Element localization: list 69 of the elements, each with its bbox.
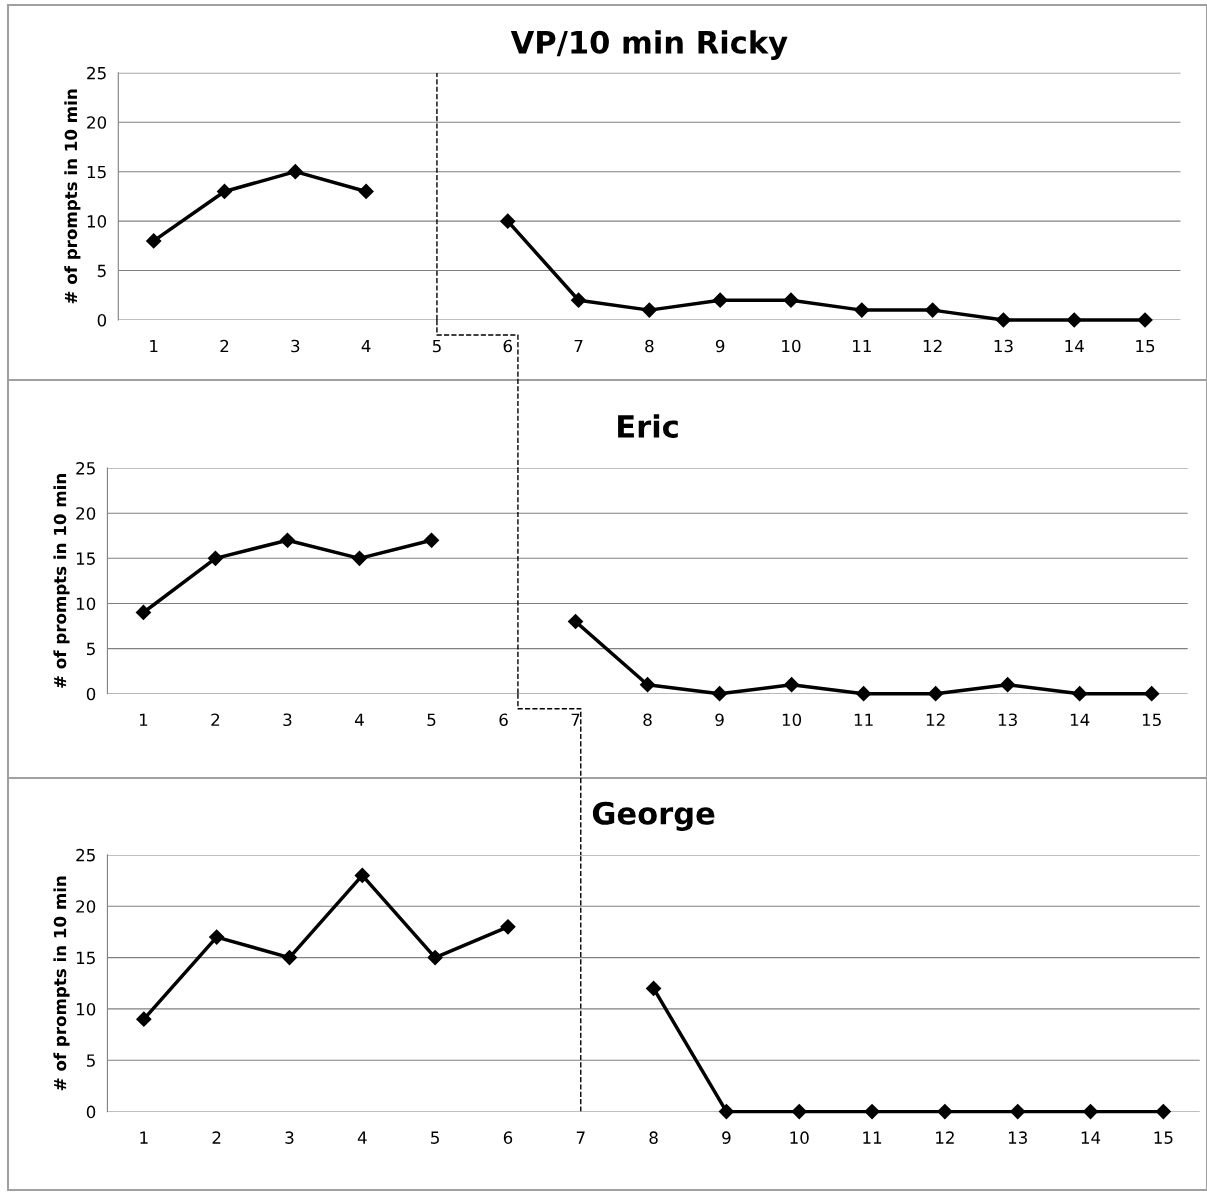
x-tick-label: 10: [782, 713, 802, 727]
x-tick-label: 2: [212, 1131, 221, 1144]
y-tick-label: 25: [76, 848, 95, 862]
x-tick-label: 1: [150, 339, 158, 353]
x-tick-label: 15: [1136, 339, 1155, 353]
x-tick-label: 11: [854, 713, 873, 726]
x-tick-label: 14: [1070, 713, 1090, 726]
x-tick-label: 5: [432, 339, 441, 353]
x-tick-label: 14: [1065, 339, 1084, 353]
y-tick-label: 25: [87, 66, 106, 80]
x-tick-label: 14: [1081, 1131, 1101, 1144]
x-tick-label: 3: [291, 339, 300, 353]
y-tick-label: 20: [76, 507, 96, 520]
x-tick-label: 6: [503, 1131, 513, 1144]
x-tick-label: 3: [283, 713, 292, 727]
chart-title: VP/10 min Ricky: [510, 30, 788, 60]
x-tick-label: 11: [853, 339, 871, 353]
x-tick-label: 1: [139, 713, 148, 726]
y-tick-label: 15: [76, 951, 95, 965]
y-axis-title: # of prompts in 10 min: [64, 89, 81, 304]
x-tick-label: 12: [936, 1131, 954, 1144]
x-tick-label: 3: [285, 1131, 294, 1144]
x-tick-label: 13: [994, 339, 1013, 353]
x-tick-label: 4: [357, 1131, 367, 1144]
x-tick-label: 9: [715, 339, 725, 353]
x-tick-label: 8: [643, 713, 652, 727]
x-tick-label: 7: [574, 339, 583, 353]
x-tick-label: 5: [431, 1131, 439, 1144]
x-tick-label: 11: [863, 1131, 882, 1144]
x-tick-label: 12: [926, 713, 945, 726]
x-tick-label: 8: [649, 1131, 658, 1144]
x-tick-label: 15: [1142, 713, 1161, 727]
x-tick-label: 8: [645, 339, 654, 353]
y-tick-label: 15: [76, 552, 95, 565]
x-tick-label: 1: [140, 1131, 148, 1144]
y-tick-label: 0: [86, 687, 96, 701]
y-axis-title: # of prompts in 10 min: [53, 876, 70, 1091]
y-tick-label: 15: [87, 165, 106, 179]
chart-title: Eric: [618, 414, 678, 438]
y-tick-label: 10: [76, 597, 96, 611]
x-tick-label: 15: [1154, 1131, 1173, 1144]
chart-title: George: [592, 801, 715, 831]
x-tick-label: 2: [211, 713, 220, 726]
y-tick-label: 5: [86, 1054, 95, 1067]
x-tick-label: 9: [715, 713, 724, 727]
x-tick-label: 9: [722, 1131, 731, 1144]
x-tick-label: 4: [355, 713, 364, 726]
x-tick-label: 7: [571, 713, 580, 726]
y-tick-label: 0: [97, 313, 107, 327]
y-tick-label: 5: [97, 264, 106, 278]
x-tick-label: 6: [503, 339, 512, 353]
y-tick-label: 5: [86, 642, 95, 656]
x-tick-label: 10: [790, 1131, 809, 1144]
y-tick-label: 20: [87, 116, 107, 129]
y-tick-label: 20: [76, 900, 96, 913]
x-tick-label: 4: [361, 339, 371, 353]
x-tick-label: 10: [782, 339, 801, 353]
y-tick-label: 25: [76, 462, 95, 475]
x-tick-label: 13: [1008, 1131, 1027, 1144]
x-tick-label: 13: [998, 713, 1017, 727]
x-tick-label: 12: [923, 339, 942, 353]
y-tick-label: 0: [86, 1105, 96, 1119]
y-axis-title: # of prompts in 10 min: [53, 474, 70, 688]
y-tick-label: 10: [76, 1002, 96, 1016]
x-tick-label: 2: [220, 339, 229, 353]
x-tick-label: 6: [499, 713, 508, 727]
x-tick-label: 5: [427, 713, 436, 727]
y-tick-label: 10: [87, 215, 107, 228]
x-tick-label: 7: [576, 1131, 585, 1144]
